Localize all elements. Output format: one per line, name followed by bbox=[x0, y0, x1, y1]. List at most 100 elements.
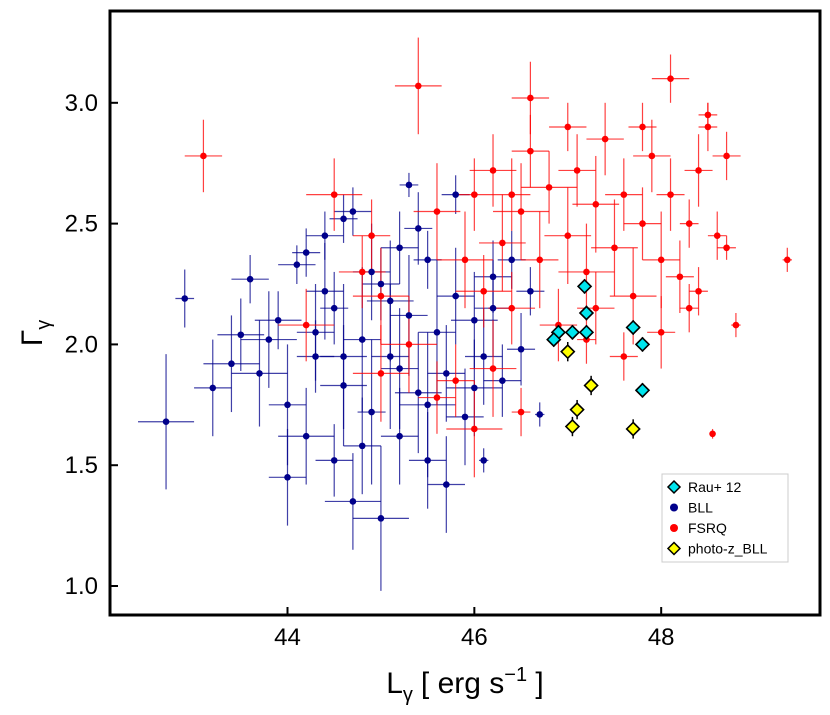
bll-point bbox=[284, 473, 291, 481]
bll-point bbox=[480, 353, 487, 360]
bll-point bbox=[349, 498, 357, 505]
bll-point bbox=[396, 365, 403, 372]
y-tick-label: 2.5 bbox=[65, 211, 98, 238]
fsrq-point bbox=[648, 152, 656, 160]
fsrq-point bbox=[452, 377, 459, 384]
bll-point bbox=[162, 418, 170, 426]
fsrq-point bbox=[489, 365, 497, 372]
fsrq-point bbox=[499, 239, 506, 247]
bll-point bbox=[508, 256, 516, 264]
bll-point bbox=[312, 329, 319, 336]
photo-z-bll-point bbox=[569, 402, 585, 418]
legend-label-fsrq: FSRQ bbox=[688, 520, 727, 536]
bll-point bbox=[424, 457, 431, 464]
legend: Rau+ 12 BLL FSRQ photo-z_BLL bbox=[661, 473, 789, 563]
bll-point bbox=[489, 273, 497, 281]
fsrq-point bbox=[583, 268, 590, 276]
bll-point bbox=[349, 208, 357, 215]
bll-point bbox=[414, 389, 422, 397]
fsrq-point bbox=[657, 256, 665, 264]
bll-point bbox=[452, 191, 459, 198]
bll-point bbox=[386, 297, 394, 305]
x-axis: 44 46 48 bbox=[274, 607, 675, 651]
fsrq-point bbox=[620, 353, 628, 360]
fsrq-point bbox=[200, 152, 207, 160]
bll-point bbox=[414, 225, 422, 232]
bll-point bbox=[489, 304, 497, 312]
y-tick-label: 1.0 bbox=[65, 573, 98, 600]
y-axis: 1.0 1.5 2.0 2.5 3.0 bbox=[65, 90, 118, 600]
bll-point bbox=[517, 345, 525, 353]
x-tick-label: 48 bbox=[648, 624, 675, 651]
fsrq-point bbox=[508, 304, 516, 312]
photo-z-bll-point bbox=[560, 344, 576, 360]
bll-point bbox=[358, 336, 366, 343]
x-axis-label: Lγ[ erg s−1 ] bbox=[386, 664, 544, 706]
fsrq-point bbox=[620, 191, 628, 198]
rau-12-point bbox=[578, 305, 595, 321]
fsrq-point bbox=[685, 220, 693, 227]
bll-point bbox=[452, 292, 459, 300]
bll-point bbox=[424, 401, 431, 409]
bll-point bbox=[340, 382, 347, 389]
fsrq-point bbox=[695, 167, 702, 174]
fsrq-point bbox=[639, 123, 646, 131]
fsrq-point bbox=[601, 135, 609, 143]
fsrq-point bbox=[732, 321, 740, 329]
bll-point bbox=[368, 268, 375, 276]
bll-point bbox=[461, 413, 469, 421]
bll-point bbox=[480, 457, 487, 464]
y-tick-label: 1.5 bbox=[65, 452, 98, 479]
bll-point bbox=[246, 275, 254, 283]
fsrq-point bbox=[564, 123, 572, 131]
y-axis-label: Γγ bbox=[16, 320, 55, 347]
bll-point bbox=[321, 232, 329, 239]
bll-point bbox=[443, 481, 450, 488]
bll-point bbox=[228, 360, 235, 368]
fsrq-point bbox=[709, 430, 716, 438]
bll-point bbox=[330, 457, 338, 464]
fsrq-point bbox=[302, 321, 310, 329]
legend-marker-bll bbox=[670, 503, 678, 512]
rau-12-point bbox=[546, 331, 562, 348]
bll-point bbox=[330, 304, 338, 312]
bll-point bbox=[293, 261, 301, 268]
fsrq-point bbox=[461, 256, 469, 264]
fsrq-point bbox=[695, 287, 702, 295]
fsrq-point bbox=[592, 304, 600, 312]
rau-12-point bbox=[634, 336, 651, 353]
photo-z-bll-point bbox=[625, 421, 641, 437]
fsrq-point bbox=[611, 244, 618, 252]
fsrq-point bbox=[489, 167, 497, 174]
bll-point bbox=[340, 215, 347, 223]
legend-label-rau-12: Rau+ 12 bbox=[688, 479, 742, 495]
bll-point bbox=[396, 432, 403, 440]
fsrq-point bbox=[564, 232, 572, 239]
bll-point bbox=[302, 432, 310, 440]
legend-box bbox=[661, 473, 789, 563]
fsrq-point bbox=[358, 268, 366, 276]
y-tick-label: 2.0 bbox=[65, 331, 98, 358]
bll-point bbox=[424, 256, 431, 264]
fsrq-point bbox=[330, 191, 338, 198]
fsrq-point bbox=[573, 167, 581, 174]
bll-point bbox=[358, 442, 366, 450]
fsrq-point bbox=[545, 184, 553, 191]
x-tick-label: 46 bbox=[461, 624, 488, 651]
fsrq-point bbox=[592, 200, 600, 208]
legend-marker-rau-12 bbox=[666, 479, 682, 495]
fsrq-point bbox=[517, 208, 525, 215]
bll-point bbox=[377, 515, 385, 522]
photo-z-bll-point bbox=[564, 418, 581, 435]
rau-12-point bbox=[625, 319, 641, 336]
bll-point bbox=[443, 370, 450, 377]
rau-12-point bbox=[634, 382, 651, 398]
bll-point bbox=[284, 401, 291, 409]
fsrq-point bbox=[629, 292, 637, 300]
fsrq-point bbox=[723, 152, 730, 160]
fsrq-point bbox=[414, 82, 422, 90]
fsrq-point bbox=[667, 191, 674, 198]
bll-point bbox=[274, 316, 282, 324]
fsrq-point bbox=[377, 370, 385, 377]
